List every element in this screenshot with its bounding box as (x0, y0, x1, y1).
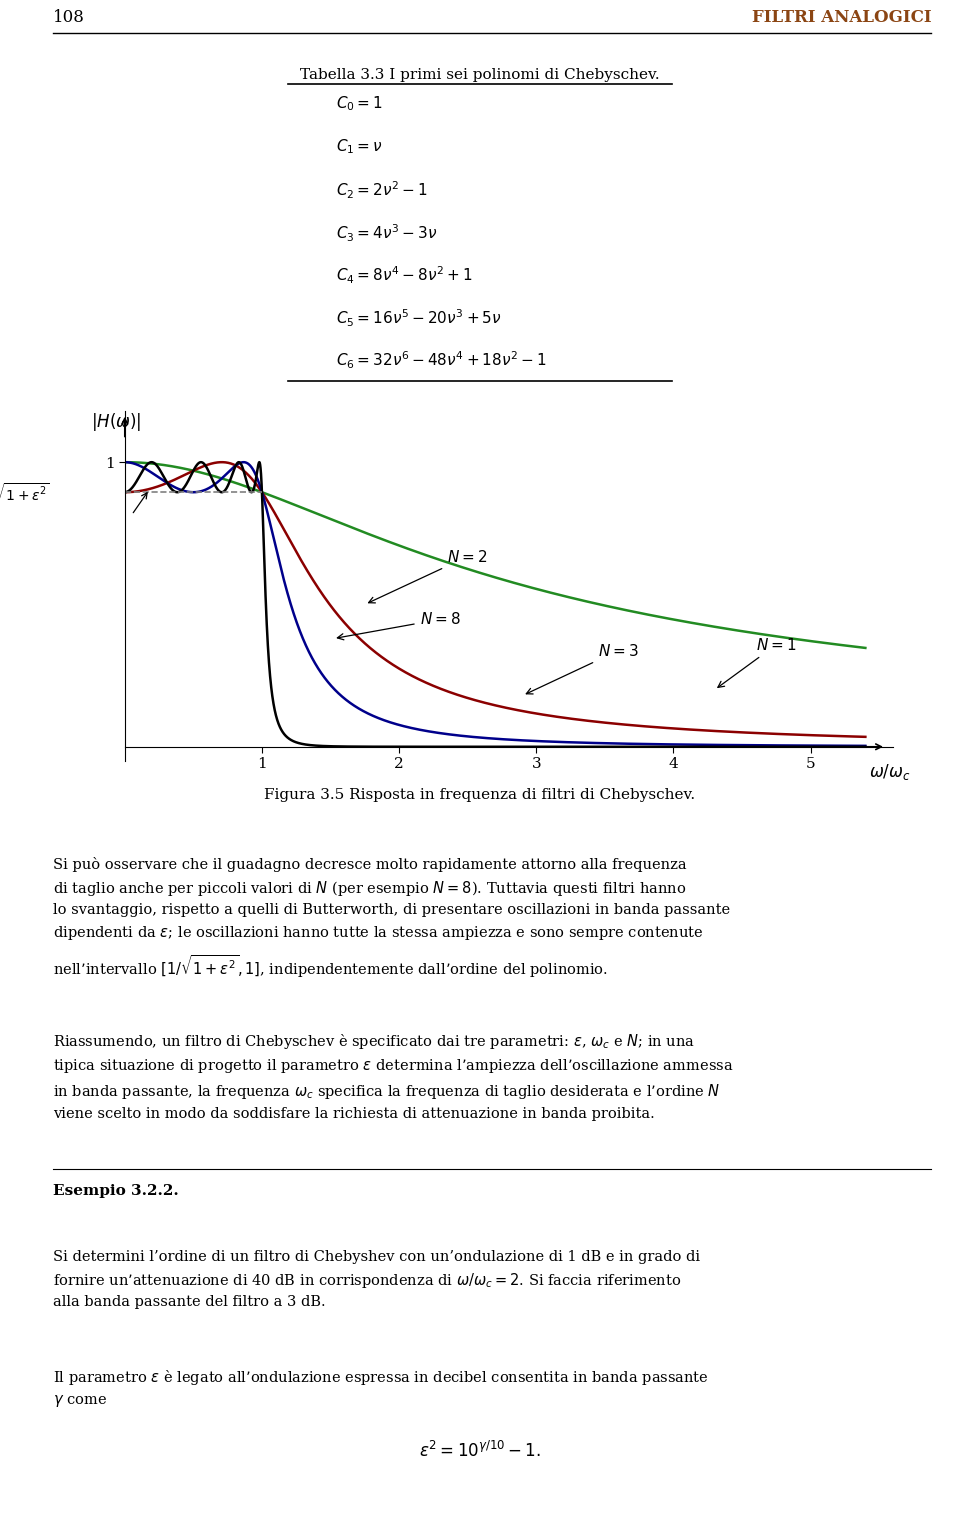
Text: Riassumendo, un filtro di Chebyschev è specificato dai tre parametri: $\varepsil: Riassumendo, un filtro di Chebyschev è s… (53, 1032, 733, 1120)
Text: 108: 108 (53, 9, 84, 26)
Text: Esempio 3.2.2.: Esempio 3.2.2. (53, 1184, 179, 1198)
Text: $C_2 = 2\nu^2 - 1$: $C_2 = 2\nu^2 - 1$ (336, 180, 428, 201)
Text: $\varepsilon^2 = 10^{\gamma/10} - 1.$: $\varepsilon^2 = 10^{\gamma/10} - 1.$ (419, 1441, 541, 1461)
Text: Figura 3.5 Risposta in frequenza di filtri di Chebyschev.: Figura 3.5 Risposta in frequenza di filt… (264, 788, 696, 802)
Text: FILTRI ANALOGICI: FILTRI ANALOGICI (752, 9, 931, 26)
Text: Il parametro $\varepsilon$ è legato all’ondulazione espressa in decibel consenti: Il parametro $\varepsilon$ è legato all’… (53, 1368, 708, 1409)
Text: $N=1$: $N=1$ (718, 638, 796, 688)
Text: Tabella 3.3 I primi sei polinomi di Chebyschev.: Tabella 3.3 I primi sei polinomi di Cheb… (300, 68, 660, 82)
Text: $\omega/\omega_c$: $\omega/\omega_c$ (869, 763, 911, 782)
Text: $|H(\omega)|$: $|H(\omega)|$ (90, 411, 141, 434)
Text: $N=3$: $N=3$ (526, 642, 638, 694)
Text: $1/\sqrt{1+\varepsilon^2}$: $1/\sqrt{1+\varepsilon^2}$ (0, 481, 50, 504)
Text: Si può osservare che il guadagno decresce molto rapidamente attorno alla frequen: Si può osservare che il guadagno decresc… (53, 857, 730, 980)
Text: $C_1 = \nu$: $C_1 = \nu$ (336, 137, 383, 155)
Text: $C_5 = 16\nu^5 - 20\nu^3 + 5\nu$: $C_5 = 16\nu^5 - 20\nu^3 + 5\nu$ (336, 307, 502, 329)
Text: Si determini l’ordine di un filtro di Chebyshev con un’ondulazione di 1 dB e in : Si determini l’ordine di un filtro di Ch… (53, 1250, 700, 1309)
Text: $C_4 = 8\nu^4 - 8\nu^2 + 1$: $C_4 = 8\nu^4 - 8\nu^2 + 1$ (336, 265, 472, 286)
Text: $C_3 = 4\nu^3 - 3\nu$: $C_3 = 4\nu^3 - 3\nu$ (336, 222, 438, 244)
Text: $C_0 = 1$: $C_0 = 1$ (336, 94, 383, 113)
Text: $N=2$: $N=2$ (369, 549, 488, 603)
Text: $C_6 = 32\nu^6 - 48\nu^4 + 18\nu^2 - 1$: $C_6 = 32\nu^6 - 48\nu^4 + 18\nu^2 - 1$ (336, 350, 547, 371)
Text: $N=8$: $N=8$ (337, 612, 461, 639)
